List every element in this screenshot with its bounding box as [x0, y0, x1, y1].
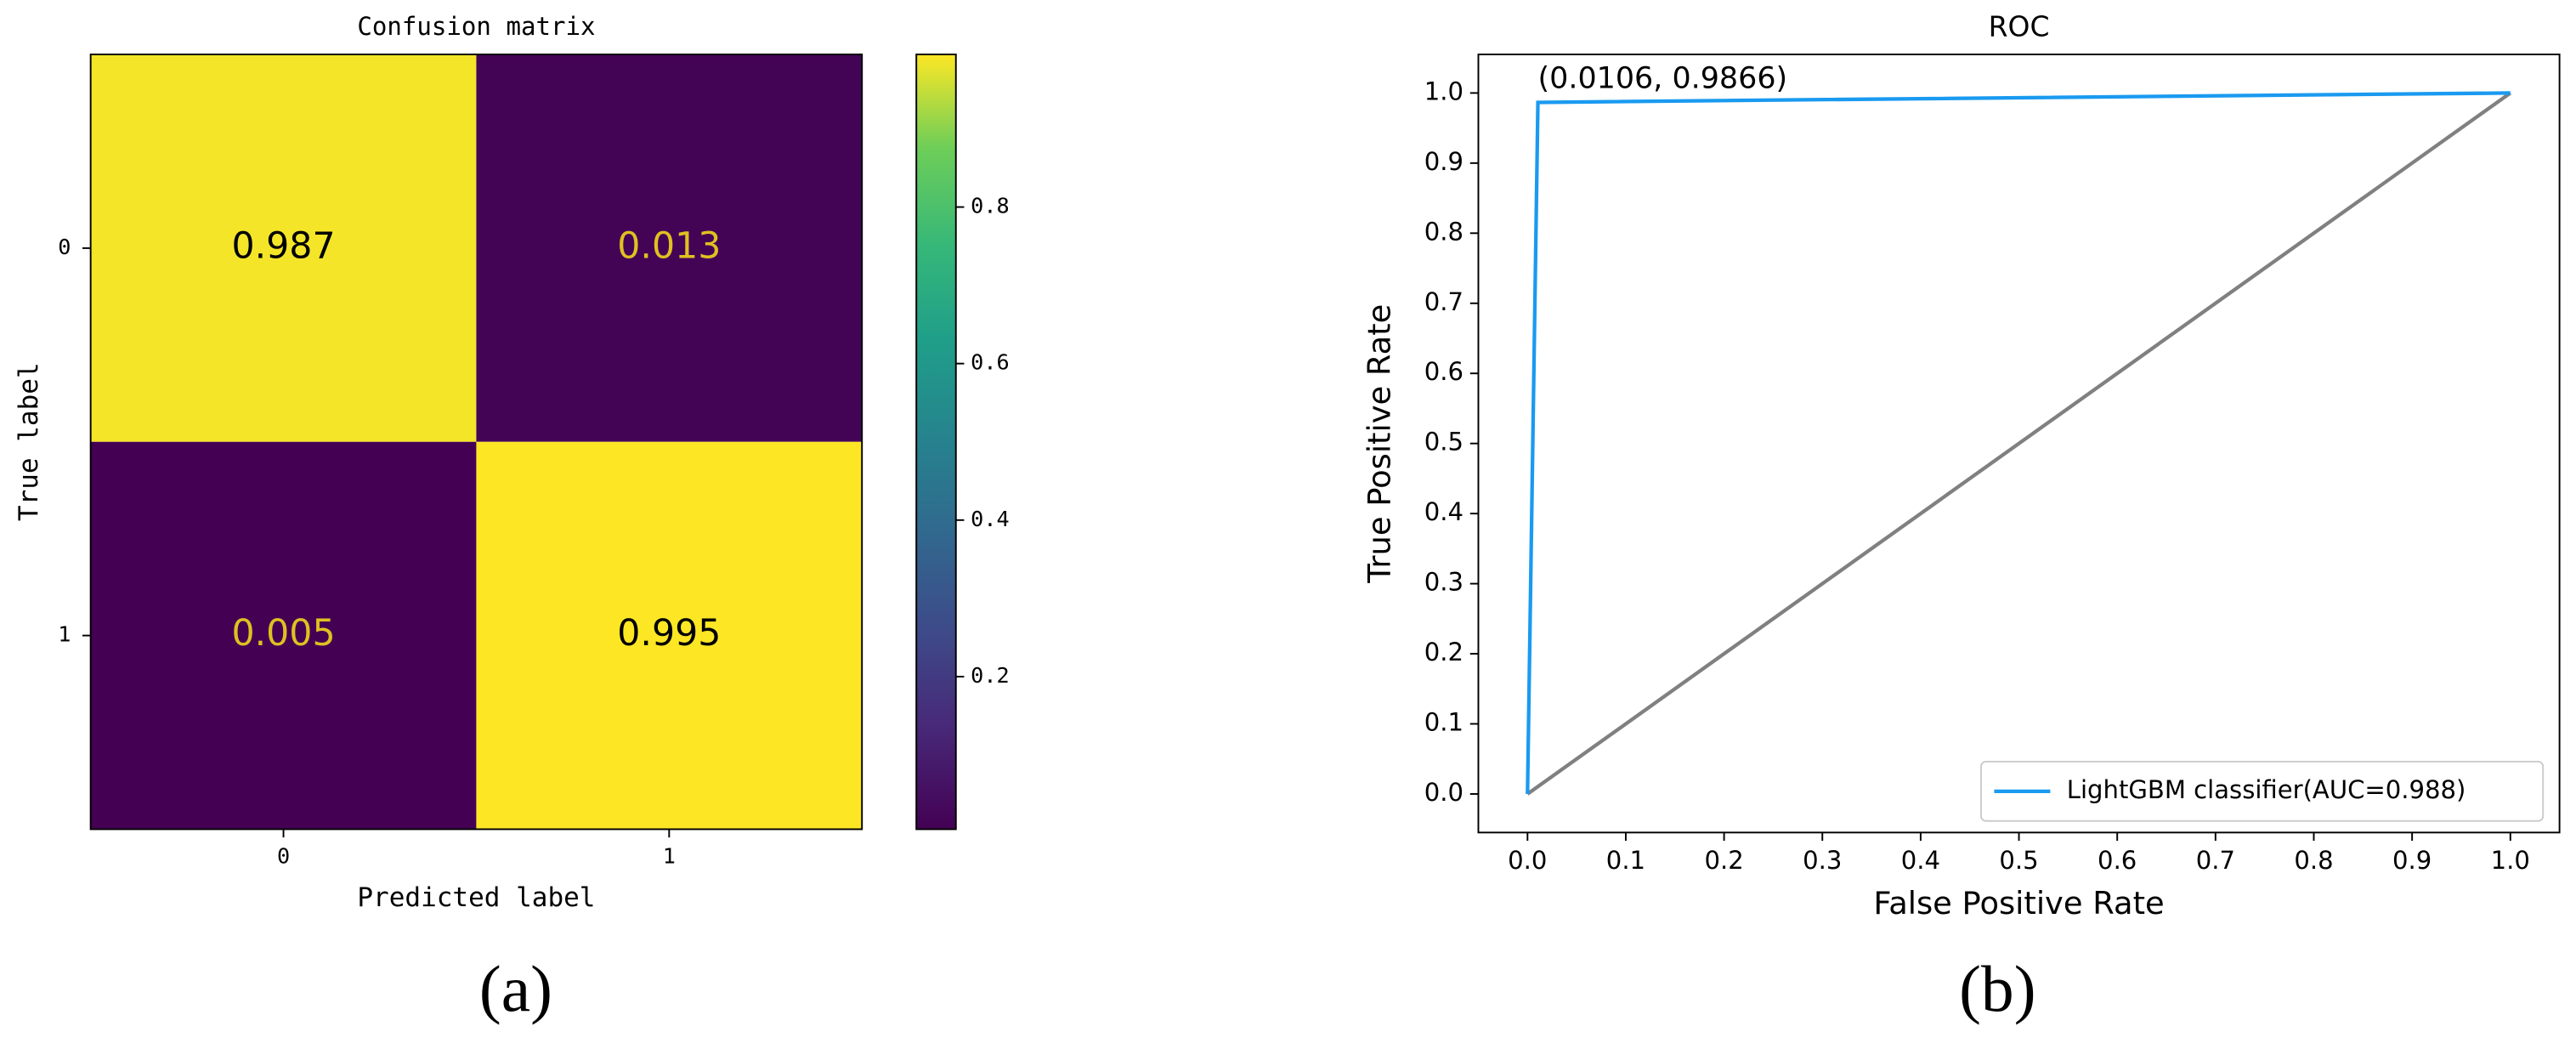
y-tick-label: 0.4 — [1424, 497, 1464, 526]
y-tick-label: 0.9 — [1424, 147, 1464, 176]
chart-title: ROC — [1989, 10, 2050, 43]
colorbar-tick-label: 0.6 — [971, 350, 1010, 375]
y-tick-label: 0 — [58, 235, 71, 259]
x-tick-label: 0.3 — [1803, 846, 1842, 875]
cell-label: 0.013 — [617, 224, 721, 267]
legend-label: LightGBM classifier(AUC=0.988) — [2067, 775, 2466, 804]
colorbar-tick-label: 0.4 — [971, 507, 1010, 531]
x-tick-label: 0.4 — [1901, 846, 1940, 875]
x-tick-label: 0.2 — [1704, 846, 1743, 875]
y-tick-label: 0.3 — [1424, 568, 1464, 597]
chart-title: Confusion matrix — [357, 12, 595, 41]
heatmap-cell — [476, 441, 863, 830]
y-tick-label: 0.5 — [1424, 428, 1464, 456]
y-tick-label: 0.7 — [1424, 287, 1464, 316]
axes-frame — [1477, 54, 2561, 834]
y-tick-label: 0.1 — [1424, 708, 1464, 737]
x-tick-label: 0.8 — [2294, 846, 2333, 875]
y-tick-label: 1.0 — [1424, 77, 1464, 105]
colorbar-tick-label: 0.8 — [971, 194, 1010, 218]
x-tick-label: 0.7 — [2196, 846, 2235, 875]
colorbar — [915, 54, 957, 831]
x-tick-label: 0.0 — [1508, 846, 1547, 875]
legend-box — [1979, 760, 2545, 822]
y-axis-label: True label — [14, 362, 44, 521]
x-tick-label: 0.6 — [2098, 846, 2137, 875]
x-tick-label: 0.9 — [2392, 846, 2432, 875]
x-tick-label: 1.0 — [2491, 846, 2530, 875]
panel-caption: (b) — [1959, 952, 2035, 1025]
x-tick-label: 0.5 — [1999, 846, 2038, 875]
cell-label: 0.995 — [617, 612, 721, 655]
y-axis-label: True Positive Rate — [1362, 304, 1398, 584]
series-line — [1526, 91, 2512, 796]
x-axis-label: Predicted label — [357, 882, 595, 913]
panel-caption: (a) — [479, 952, 552, 1025]
x-tick-label: 1 — [663, 843, 676, 868]
y-tick-label: 0.8 — [1424, 217, 1464, 246]
y-tick-label: 0.2 — [1424, 638, 1464, 666]
annotation: (0.0106, 0.9866) — [1538, 61, 1788, 95]
series-line — [1526, 91, 2511, 795]
heatmap-cell — [476, 54, 863, 442]
x-tick-label: 0 — [277, 843, 290, 868]
x-axis-label: False Positive Rate — [1873, 885, 2164, 921]
colorbar-tick-label: 0.2 — [971, 663, 1010, 688]
heatmap-cell — [90, 54, 477, 442]
y-tick-label: 0.6 — [1424, 357, 1464, 386]
cell-label: 0.987 — [231, 224, 335, 267]
x-tick-label: 0.1 — [1606, 846, 1645, 875]
cell-label: 0.005 — [231, 612, 335, 655]
y-tick-label: 1 — [58, 622, 71, 647]
axes-frame — [89, 54, 863, 831]
heatmap-cell — [90, 441, 477, 830]
y-tick-label: 0.0 — [1424, 778, 1464, 807]
